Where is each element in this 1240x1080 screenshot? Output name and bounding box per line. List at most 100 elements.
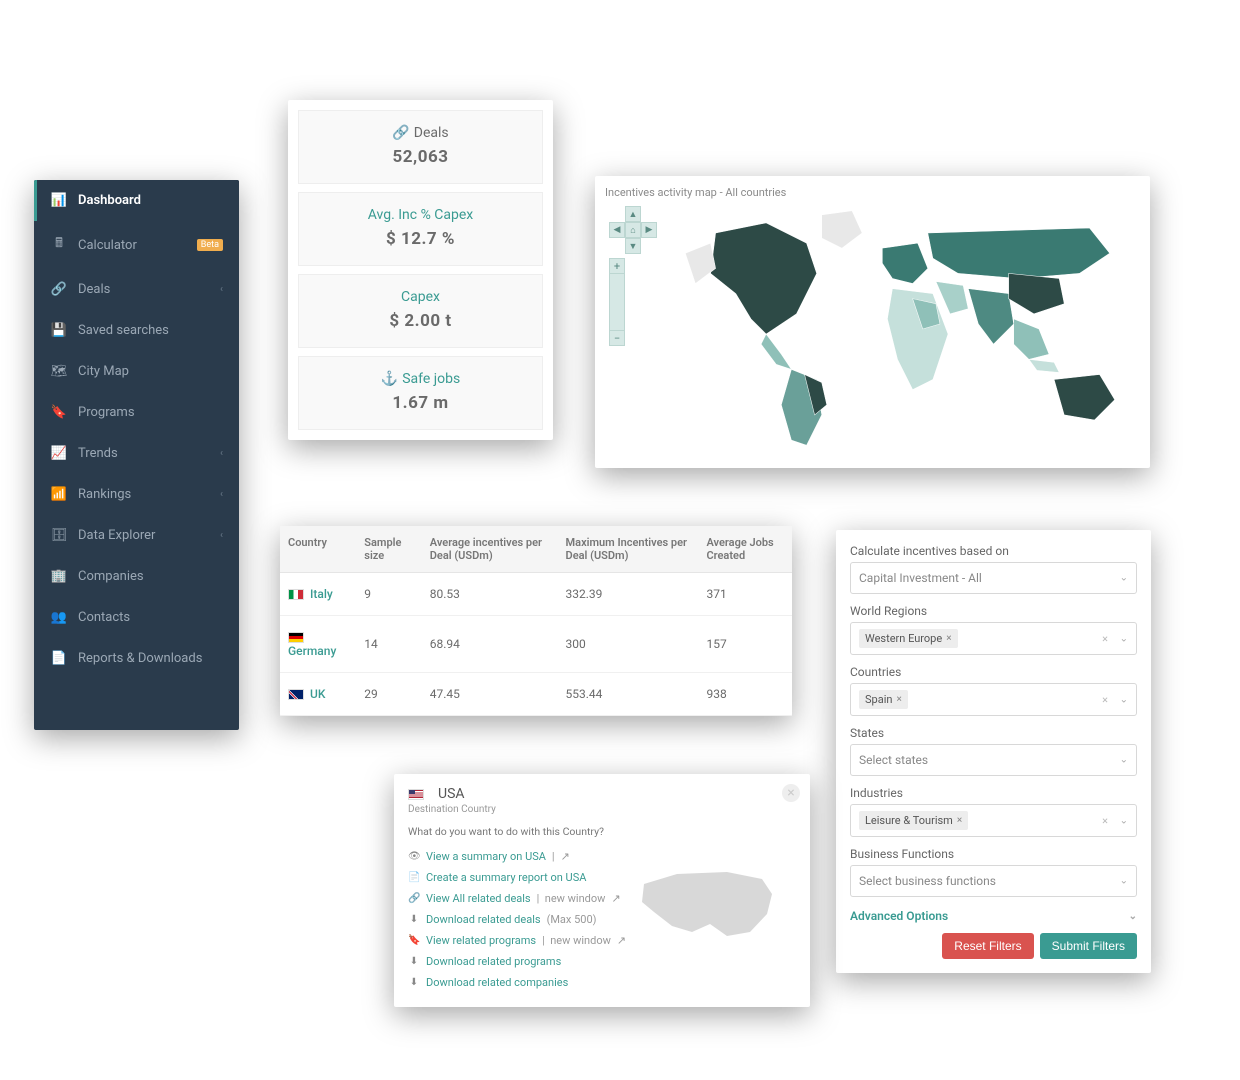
country-link[interactable]: Italy [310,587,333,601]
reset-filters-button[interactable]: Reset Filters [942,933,1033,959]
cell-sample: 29 [356,673,421,716]
map-pan-left[interactable]: ◀ [609,222,625,238]
popup-action-link[interactable]: View All related deals [426,892,531,905]
sidebar-item-deals[interactable]: 🔗Deals‹ [34,269,239,310]
sidebar-item-city-map[interactable]: 🗺City Map [34,351,239,392]
popup-action-link[interactable]: Download related programs [426,955,561,968]
map-zoom-track[interactable] [609,274,625,330]
map-pan-home[interactable]: ⌂ [625,222,641,238]
stat-card: ⚓Safe jobs1.67 m [298,356,543,430]
popup-action-link[interactable]: Download related companies [426,976,568,989]
business-functions-select[interactable]: Select business functions ⌄ [850,865,1137,897]
stat-value: $ 12.7 % [305,229,536,249]
advanced-options-toggle[interactable]: Advanced Options ⌄ [850,909,1137,923]
sidebar-item-dashboard[interactable]: 📊 Dashboard [34,180,239,221]
table-header: Average Jobs Created [698,526,792,573]
map-zoom-in[interactable]: + [609,258,625,274]
filters-heading: Calculate incentives based on [850,544,1137,558]
sidebar-item-trends[interactable]: 📈 Trends‹ [34,433,239,474]
sidebar-item-label: Programs [78,405,223,420]
flag-it-icon [288,589,304,600]
chip-leisure-tourism[interactable]: Leisure & Tourism× [859,811,968,830]
chevron-left-icon: ‹ [220,448,223,459]
submit-filters-button[interactable]: Submit Filters [1040,933,1137,959]
close-icon[interactable]: × [782,784,800,802]
map-title: Incentives activity map - All countries [605,186,1140,199]
business-functions-label: Business Functions [850,847,1137,861]
anchor-icon: ⚓ [381,371,398,387]
basis-select[interactable]: Capital Investment - All ⌄ [850,562,1137,594]
table-row[interactable]: Germany1468.94300157 [280,616,792,673]
save-icon: 💾 [50,323,68,338]
clear-icon[interactable]: × [1102,814,1108,827]
flag-us-icon [408,789,424,800]
map-pan-down[interactable]: ▼ [625,238,641,254]
sidebar-item-calculator[interactable]: 🖩CalculatorBeta [34,221,239,269]
cell-avg-inc: 47.45 [422,673,558,716]
cell-max-inc: 332.39 [558,573,699,616]
world-map-region[interactable] [655,200,1140,458]
gauge-icon: 📊 [50,193,68,208]
calculator-icon: 🖩 [50,234,68,256]
chip-western-europe[interactable]: Western Europe× [859,629,958,648]
countries-select[interactable]: Spain× ×⌄ [850,683,1137,716]
sidebar-item-programs[interactable]: 🔖Programs [34,392,239,433]
popup-action-link[interactable]: View a summary on USA [426,850,546,863]
external-link-icon: ↗ [617,934,626,947]
sidebar-item-label: Rankings [78,487,220,502]
chip-remove-icon[interactable]: × [896,694,901,705]
map-nav-controls: ▲ ◀⌂▶ ▼ + − [609,206,657,346]
states-label: States [850,726,1137,740]
chip-remove-icon[interactable]: × [946,633,951,644]
basis-value: Capital Investment - All [859,571,982,585]
chevron-left-icon: ‹ [220,530,223,541]
stat-title: Avg. Inc % Capex [305,207,536,223]
country-link[interactable]: UK [310,687,325,701]
chip-remove-icon[interactable]: × [957,815,962,826]
cell-max-inc: 300 [558,616,699,673]
cell-jobs: 938 [698,673,792,716]
file-icon: 📄 [408,872,420,883]
sidebar-item-saved-searches[interactable]: 💾Saved searches [34,310,239,351]
popup-action-link[interactable]: Create a summary report on USA [426,871,586,884]
cell-max-inc: 553.44 [558,673,699,716]
popup-action-link[interactable]: View related programs [426,934,536,947]
popup-prompt: What do you want to do with this Country… [408,825,796,838]
sidebar-item-contacts[interactable]: 👥Contacts [34,597,239,638]
sidebar-item-data-explorer[interactable]: 🗄Data Explorer‹ [34,515,239,556]
industries-select[interactable]: Leisure & Tourism× ×⌄ [850,804,1137,837]
sidebar-item-rankings[interactable]: 📶Rankings‹ [34,474,239,515]
popup-action-link[interactable]: Download related deals [426,913,541,926]
table-row[interactable]: Italy980.53332.39371 [280,573,792,616]
table-header: Country [280,526,356,573]
map-pan-up[interactable]: ▲ [625,206,641,222]
stat-title: ⚓Safe jobs [305,371,536,387]
sidebar-item-label: City Map [78,364,223,379]
table-row[interactable]: UK 2947.45553.44938 [280,673,792,716]
beta-badge: Beta [197,239,223,251]
sidebar-item-companies[interactable]: 🏢Companies [34,556,239,597]
download-icon: ⬇ [408,914,420,925]
clear-icon[interactable]: × [1102,632,1108,645]
chevron-down-icon: ⌄ [1120,633,1128,644]
world-regions-select[interactable]: Western Europe× × ⌄ [850,622,1137,655]
stat-card: Avg. Inc % Capex $ 12.7 % [298,192,543,266]
country-table: CountrySample sizeAverage incentives per… [280,526,792,716]
flag-de-icon [288,632,304,643]
cell-sample: 14 [356,616,421,673]
stat-card: 🔗Deals52,063 [298,110,543,184]
sidebar-item-label: Contacts [78,610,223,625]
chart-line-icon: 📈 [50,446,68,461]
sidebar-item-label: Dashboard [78,193,223,208]
cell-sample: 9 [356,573,421,616]
map-zoom-out[interactable]: − [609,330,625,346]
download-icon: ⬇ [408,977,420,988]
clear-icon[interactable]: × [1102,693,1108,706]
states-select[interactable]: Select states ⌄ [850,744,1137,776]
popup-action[interactable]: ⬇ Download related companies [408,972,796,993]
table-header: Maximum Incentives per Deal (USDm) [558,526,699,573]
sidebar-item-label: Trends [78,446,220,461]
chip-spain[interactable]: Spain× [859,690,908,709]
sidebar-item-reports-downloads[interactable]: 📄Reports & Downloads [34,638,239,679]
country-link[interactable]: Germany [288,644,336,658]
